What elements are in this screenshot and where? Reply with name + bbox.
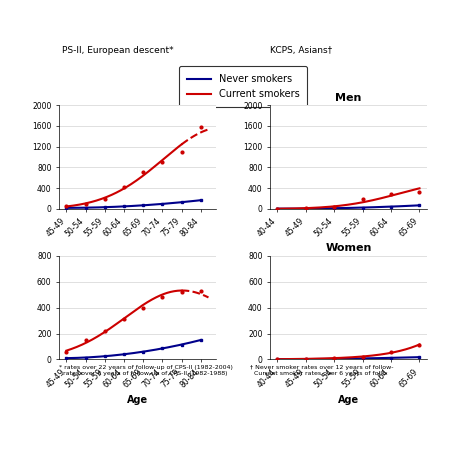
- Title: Women: Women: [325, 244, 372, 254]
- Text: PS-II, European descent*: PS-II, European descent*: [62, 46, 173, 55]
- Text: † Never smoker rates over 12 years of follow-
  Current smoker rates over 6 year: † Never smoker rates over 12 years of fo…: [250, 365, 394, 376]
- X-axis label: Age: Age: [338, 395, 359, 405]
- Text: * rates over 22 years of follow-up of CPS-II (1982-2004)
  rates over 6 years of: * rates over 22 years of follow-up of CP…: [59, 365, 233, 376]
- Text: KCPS, Asians†: KCPS, Asians†: [270, 46, 332, 55]
- X-axis label: Age: Age: [127, 395, 148, 405]
- Legend: Never smokers, Current smokers: Never smokers, Current smokers: [179, 66, 307, 107]
- Title: Men: Men: [335, 93, 362, 103]
